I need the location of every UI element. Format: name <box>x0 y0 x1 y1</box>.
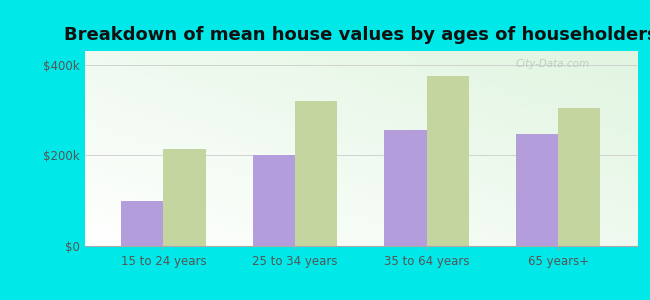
Text: City-Data.com: City-Data.com <box>515 58 590 69</box>
Title: Breakdown of mean house values by ages of householders: Breakdown of mean house values by ages o… <box>64 26 650 44</box>
Bar <box>122 201 163 246</box>
Bar <box>558 108 600 246</box>
Bar <box>516 134 558 246</box>
Bar <box>426 76 469 246</box>
Bar <box>384 130 426 246</box>
Bar <box>163 148 205 246</box>
Legend: Jacksonville, North Carolina: Jacksonville, North Carolina <box>230 298 491 300</box>
Bar <box>253 155 295 246</box>
Bar <box>295 101 337 246</box>
